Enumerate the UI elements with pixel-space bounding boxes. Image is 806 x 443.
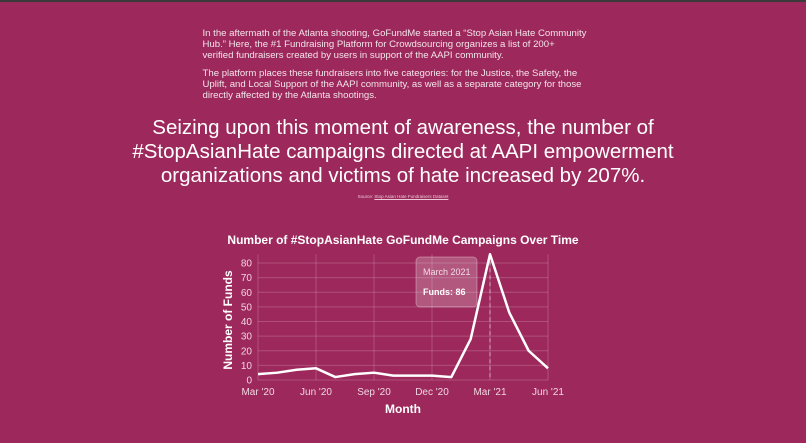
source-link[interactable]: Stop Asian Hate Fundraisers Dataset bbox=[374, 194, 449, 199]
y-tick-label: 70 bbox=[241, 273, 253, 284]
series-line bbox=[257, 252, 549, 379]
y-tick-label: 40 bbox=[241, 317, 253, 328]
source-prefix: Source: bbox=[357, 194, 375, 199]
y-tick-label: 50 bbox=[241, 302, 253, 313]
intro-paragraph-2: The platform places these fundraisers in… bbox=[202, 68, 582, 101]
x-tick-label: Jun '21 bbox=[532, 387, 564, 398]
y-tick-label: 80 bbox=[241, 259, 253, 270]
article-header: In the aftermath of the Atlanta shooting… bbox=[0, 28, 806, 200]
x-tick-label: Mar '21 bbox=[473, 387, 506, 398]
intro-paragraph-1: In the aftermath of the Atlanta shooting… bbox=[202, 28, 587, 61]
x-axis-label: Month bbox=[385, 402, 421, 416]
tooltip-title: March 2021 bbox=[423, 267, 471, 277]
x-tick-label: Jun '20 bbox=[300, 387, 332, 398]
source-note: Source: Stop Asian Hate Fundraisers Data… bbox=[358, 194, 449, 200]
y-tick-label: 30 bbox=[241, 332, 253, 343]
x-tick-label: Mar '20 bbox=[241, 387, 274, 398]
x-tick-label: Dec '20 bbox=[415, 387, 449, 398]
y-tick-label: 0 bbox=[246, 376, 252, 387]
top-bar bbox=[0, 0, 806, 2]
y-tick-label: 10 bbox=[241, 361, 253, 372]
y-tick-label: 60 bbox=[241, 288, 253, 299]
chart-title: Number of #StopAsianHate GoFundMe Campai… bbox=[227, 233, 578, 247]
tooltip-value: Funds: 86 bbox=[423, 287, 466, 297]
y-axis-label: Number of Funds bbox=[221, 270, 235, 370]
tooltip-box bbox=[415, 256, 478, 308]
intro-text: In the aftermath of the Atlanta shooting… bbox=[203, 28, 588, 108]
x-tick-label: Sep '20 bbox=[357, 387, 391, 398]
y-tick-label: 20 bbox=[241, 346, 253, 357]
headline: Seizing upon this moment of awareness, t… bbox=[132, 116, 674, 187]
